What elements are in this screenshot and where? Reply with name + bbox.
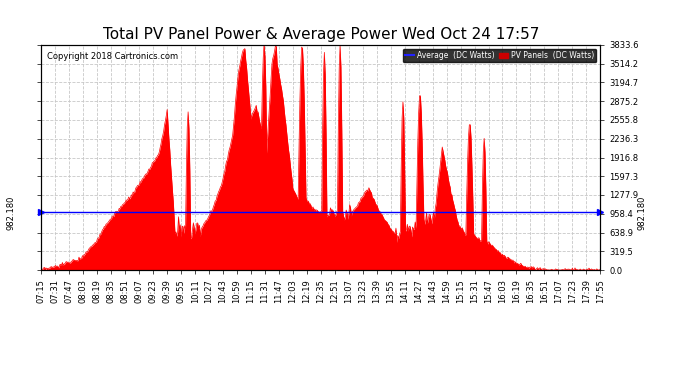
Title: Total PV Panel Power & Average Power Wed Oct 24 17:57: Total PV Panel Power & Average Power Wed… [103,27,539,42]
Text: 982.180: 982.180 [6,195,15,230]
Text: Copyright 2018 Cartronics.com: Copyright 2018 Cartronics.com [47,52,178,61]
Text: 982.180: 982.180 [638,195,647,230]
Legend: Average  (DC Watts), PV Panels  (DC Watts): Average (DC Watts), PV Panels (DC Watts) [403,49,596,62]
